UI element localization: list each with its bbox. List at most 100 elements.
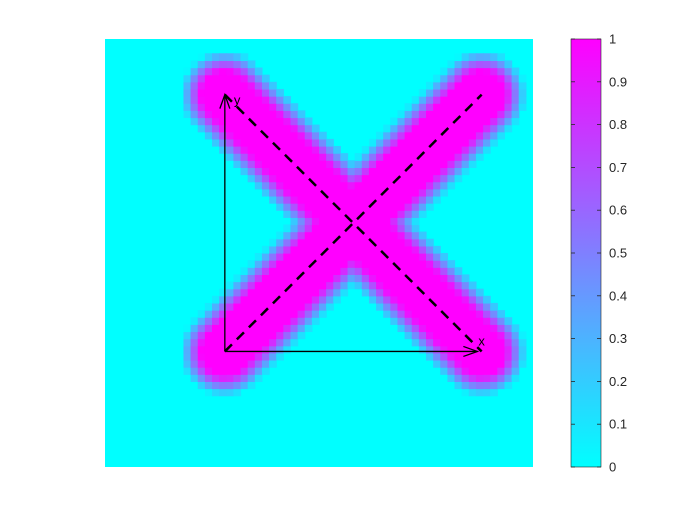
heatmap-cell	[233, 367, 242, 375]
heatmap-cell	[368, 267, 377, 275]
heatmap-cell	[454, 281, 463, 290]
heatmap-cell	[461, 345, 470, 354]
heatmap-cell	[204, 331, 213, 340]
heatmap-cell	[319, 295, 327, 304]
heatmap-cell	[447, 295, 456, 304]
heatmap-cell	[212, 124, 220, 133]
heatmap-cell	[447, 160, 456, 168]
heatmap-cell	[304, 281, 313, 290]
heatmap-cell	[418, 103, 427, 111]
heatmap-cell	[440, 288, 448, 297]
heatmap-cell	[490, 374, 498, 382]
heatmap-cell	[197, 317, 206, 325]
heatmap-cell	[433, 167, 441, 176]
heatmap-cell	[440, 110, 448, 119]
heatmap-cell	[247, 88, 256, 97]
heatmap-cell	[440, 317, 448, 325]
heatmap-cell	[383, 302, 391, 311]
heatmap-cell	[447, 167, 456, 176]
heatmap-cell	[297, 288, 306, 297]
heatmap-cell	[319, 210, 327, 218]
heatmap-cell	[240, 367, 249, 375]
heatmap-cell	[283, 331, 292, 340]
heatmap-cell	[497, 374, 506, 382]
heatmap-cell	[219, 131, 227, 140]
heatmap-cell	[454, 367, 463, 375]
heatmap-cell	[418, 267, 427, 275]
heatmap-cell	[433, 360, 441, 368]
heatmap-cell	[326, 153, 334, 161]
heatmap-cell	[454, 117, 463, 126]
heatmap-cell	[447, 181, 456, 190]
heatmap-cell	[311, 274, 320, 283]
heatmap-cell	[497, 367, 506, 375]
heatmap-cell	[483, 360, 491, 368]
heatmap-cell	[240, 103, 249, 111]
heatmap-cell	[204, 81, 213, 90]
heatmap-cell	[504, 360, 513, 368]
heatmap-cell	[447, 281, 456, 290]
heatmap-cell	[290, 281, 299, 290]
heatmap-cell	[404, 195, 413, 204]
heatmap-cell	[247, 81, 256, 90]
heatmap-cell	[397, 203, 406, 211]
heatmap-cell	[354, 245, 363, 254]
heatmap-cell	[247, 338, 256, 347]
heatmap-cell	[276, 267, 284, 275]
heatmap-cell	[261, 317, 270, 325]
heatmap-cell	[404, 103, 413, 111]
heatmap-cell	[447, 81, 456, 90]
heatmap-cell	[433, 110, 441, 119]
heatmap-cell	[411, 138, 420, 147]
heatmap-cell	[269, 195, 277, 204]
heatmap-cell	[290, 245, 299, 254]
heatmap-cell	[468, 81, 477, 90]
heatmap-cell	[497, 124, 506, 133]
heatmap-cell	[490, 388, 498, 397]
heatmap-cell	[269, 167, 277, 176]
heatmap-cell	[447, 88, 456, 97]
heatmap-cell	[269, 153, 277, 161]
heatmap-cell	[426, 153, 434, 161]
heatmap-cell	[468, 124, 477, 133]
heatmap-cell	[290, 288, 299, 297]
heatmap-cell	[504, 96, 513, 104]
heatmap-cell	[368, 160, 377, 168]
heatmap-cell	[426, 281, 434, 290]
heatmap-cell	[290, 117, 299, 126]
heatmap-cell	[219, 295, 227, 304]
heatmap-cell	[347, 253, 356, 261]
heatmap-cell	[290, 217, 299, 226]
heatmap-cell	[440, 103, 448, 111]
heatmap-cell	[269, 338, 277, 347]
heatmap-cell	[433, 253, 441, 261]
heatmap-cell	[212, 138, 220, 147]
heatmap-cell	[368, 274, 377, 283]
heatmap-cell	[475, 153, 484, 161]
heatmap-cell	[383, 124, 391, 133]
heatmap-cell	[226, 110, 234, 119]
heatmap-cell	[447, 131, 456, 140]
heatmap-cell	[504, 110, 513, 119]
heatmap-cell	[376, 224, 384, 233]
heatmap-cell	[290, 310, 299, 318]
heatmap-cell	[204, 96, 213, 104]
heatmap-cell	[383, 274, 391, 283]
heatmap-cell	[354, 203, 363, 211]
heatmap-cell	[518, 74, 527, 83]
heatmap-cell	[497, 67, 506, 76]
heatmap-cell	[383, 260, 391, 268]
heatmap-cell	[254, 310, 263, 318]
heatmap-cell	[226, 281, 234, 290]
heatmap-cell	[261, 146, 270, 154]
heatmap-cell	[311, 224, 320, 233]
heatmap-cell	[347, 195, 356, 204]
x-axis-letter: x	[478, 333, 485, 348]
heatmap-cell	[483, 331, 491, 340]
heatmap-cell	[347, 203, 356, 211]
heatmap-cell	[297, 174, 306, 183]
heatmap-cell	[269, 124, 277, 133]
heatmap-cell	[454, 274, 463, 283]
heatmap-cell	[226, 146, 234, 154]
heatmap-cell	[340, 195, 349, 204]
